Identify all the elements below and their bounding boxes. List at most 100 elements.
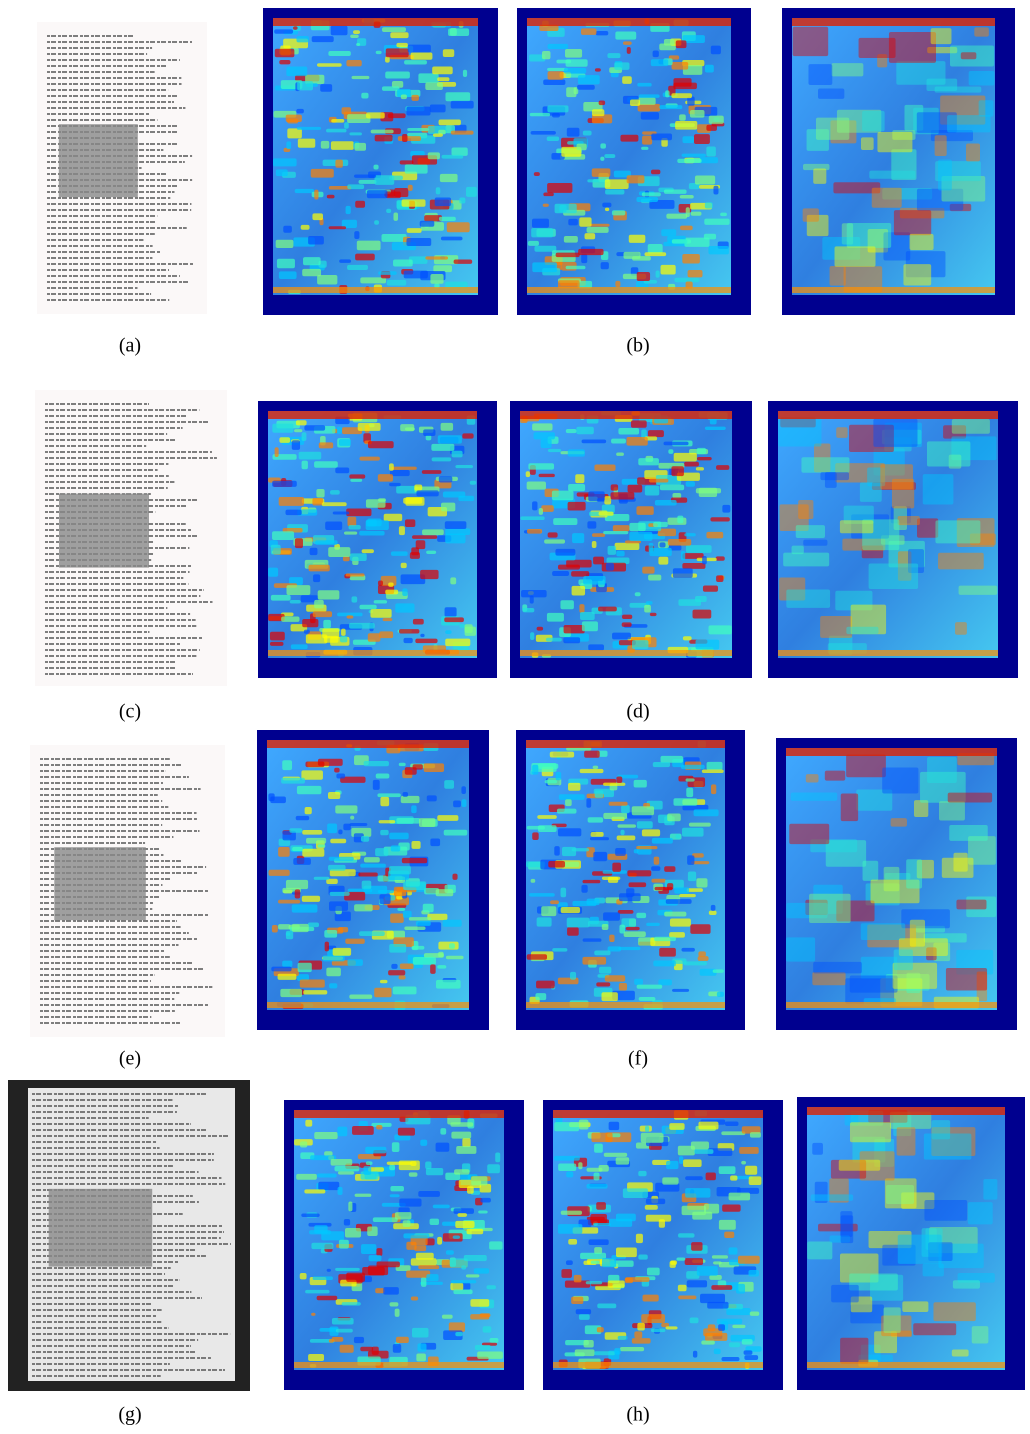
- heat-patch: [941, 176, 986, 202]
- heat-patch: [389, 482, 401, 487]
- heat-patch: [842, 538, 886, 551]
- heat-patch: [674, 277, 700, 283]
- heat-patch: [971, 1326, 989, 1344]
- heat-patch: [546, 612, 564, 622]
- heat-patch: [453, 1289, 473, 1295]
- heat-patch: [342, 556, 350, 562]
- heat-patch: [636, 506, 654, 515]
- heat-patch: [906, 972, 921, 994]
- heat-patch: [567, 501, 586, 511]
- heat-patch: [594, 464, 616, 471]
- heatmap: [516, 730, 745, 1030]
- heat-patch: [890, 1330, 912, 1338]
- heat-patch: [440, 422, 454, 431]
- heat-patch: [347, 516, 357, 527]
- heat-patch: [406, 1270, 431, 1278]
- heat-patch: [389, 1194, 400, 1198]
- heat-patch: [743, 1350, 753, 1355]
- heat-patch: [631, 806, 655, 816]
- heat-patch: [566, 559, 592, 568]
- heat-patch: [495, 1152, 501, 1163]
- heat-patch: [379, 979, 388, 984]
- heat-patch: [682, 827, 704, 837]
- heat-patch: [578, 248, 604, 256]
- heat-patch: [456, 1146, 477, 1154]
- heat-patch: [840, 1211, 853, 1238]
- heat-patch: [563, 637, 581, 644]
- heat-patch: [814, 1181, 828, 1203]
- heat-patch: [829, 266, 846, 286]
- heat-patch: [317, 590, 340, 600]
- heat-patch: [869, 170, 916, 179]
- heat-patch: [705, 1332, 728, 1341]
- heat-patch: [596, 1327, 604, 1333]
- caption: (a): [119, 335, 141, 357]
- heat-patch: [608, 801, 628, 806]
- heat-patch: [474, 1344, 491, 1351]
- heat-patch: [877, 54, 888, 68]
- heat-patch: [365, 499, 386, 508]
- heat-patch: [736, 1187, 760, 1194]
- heat-patch: [565, 1340, 589, 1346]
- heat-patch: [555, 771, 562, 781]
- heat-patch: [922, 1263, 944, 1277]
- heat-patch: [685, 778, 695, 782]
- heat-patch: [868, 1230, 912, 1249]
- heat-patch: [437, 77, 450, 82]
- heat-patch: [278, 838, 291, 846]
- heat-patch: [482, 1326, 492, 1333]
- heat-patch: [671, 62, 689, 70]
- heat-patch: [537, 815, 557, 819]
- heat-patch: [893, 1112, 912, 1137]
- heat-patch: [307, 922, 320, 928]
- heat-patch: [949, 203, 972, 212]
- heat-patch: [358, 179, 377, 184]
- heat-patch: [568, 218, 578, 226]
- heat-patch: [376, 1261, 400, 1268]
- heat-patch: [652, 761, 671, 768]
- heat-patch: [588, 491, 605, 502]
- heat-patch: [681, 153, 706, 157]
- heat-patch: [802, 208, 819, 222]
- heat-patch: [902, 1301, 929, 1312]
- heat-patch: [706, 146, 716, 157]
- heat-patch: [642, 566, 655, 574]
- heat-patch: [861, 545, 884, 559]
- heat-patch: [286, 585, 311, 595]
- heat-patch: [586, 226, 609, 233]
- heat-patch: [536, 626, 544, 631]
- heat-patch: [585, 1281, 603, 1285]
- heat-patch: [421, 470, 442, 474]
- heat-patch: [374, 987, 392, 998]
- caption: (d): [626, 701, 649, 723]
- heat-patch: [371, 1122, 392, 1127]
- heat-patch: [391, 963, 398, 969]
- heat-patch: [409, 552, 420, 559]
- heat-patch: [548, 860, 566, 868]
- heat-patch: [416, 490, 439, 497]
- heat-patch: [567, 927, 579, 936]
- heat-patch: [840, 1337, 869, 1364]
- heat-patch: [558, 1163, 577, 1172]
- heat-patch: [829, 1235, 851, 1243]
- heat-patch: [660, 755, 684, 763]
- heat-patch: [566, 1171, 574, 1178]
- heat-patch: [604, 496, 612, 505]
- heat-patch: [426, 795, 437, 802]
- heat-patch: [744, 1355, 759, 1361]
- heat-patch: [379, 631, 394, 639]
- heat-patch: [445, 638, 471, 647]
- heat-patch: [698, 1121, 719, 1130]
- heat-patch: [571, 585, 586, 596]
- heat-patch: [868, 563, 919, 589]
- heat-patch: [645, 1214, 672, 1222]
- heat-patch: [345, 938, 365, 944]
- heat-patch: [406, 237, 432, 246]
- heat-patch: [270, 594, 291, 601]
- heat-patch: [933, 942, 951, 962]
- heat-patch: [850, 1296, 873, 1313]
- heat-patch: [479, 1313, 491, 1318]
- heat-patch: [897, 551, 912, 581]
- heat-patch: [346, 615, 354, 619]
- heat-patch: [427, 913, 448, 921]
